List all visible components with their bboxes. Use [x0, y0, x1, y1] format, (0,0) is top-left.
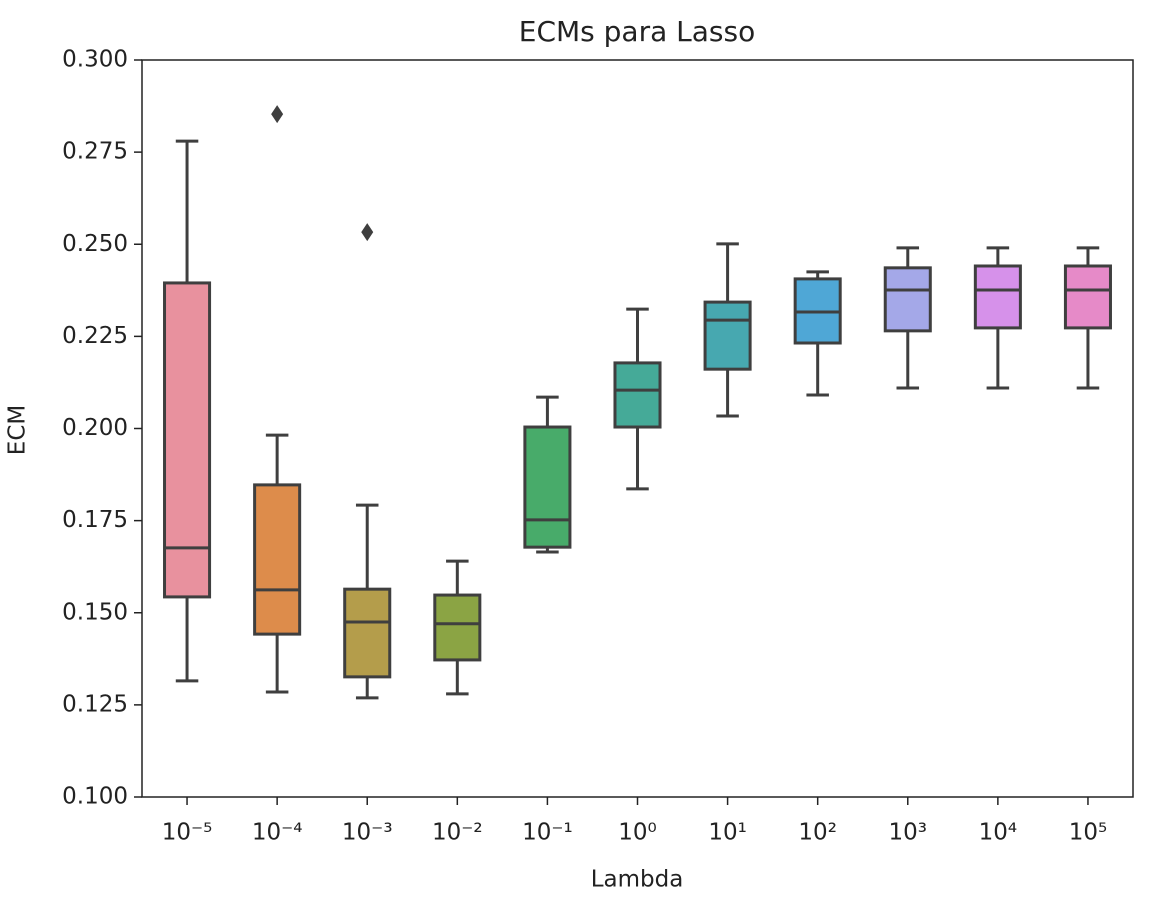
box — [883, 266, 932, 333]
plot-frame — [141, 59, 1134, 798]
x-tick-label: 10³ — [889, 820, 928, 846]
box — [613, 361, 662, 429]
x-tick-label: 10⁵ — [1069, 820, 1108, 846]
x-tick-label: 10⁴ — [979, 820, 1018, 846]
y-tick-label: 0.100 — [62, 784, 128, 810]
outlier — [271, 105, 284, 124]
x-tick-label: 10² — [798, 820, 837, 846]
x-tick-label: 10⁻⁴ — [252, 820, 303, 846]
box — [703, 300, 752, 371]
y-axis-label: ECM — [5, 405, 31, 455]
x-axis-label: Lambda — [591, 867, 684, 893]
x-tick-label: 10¹ — [708, 820, 747, 846]
box — [433, 593, 482, 662]
y-tick-label: 0.175 — [62, 507, 128, 533]
y-tick-label: 0.250 — [62, 231, 128, 257]
x-tick-label: 10⁻³ — [342, 820, 393, 846]
box — [1063, 264, 1112, 330]
chart-title: ECMs para Lasso — [519, 15, 755, 48]
x-tick-label: 10⁻¹ — [522, 820, 573, 846]
y-tick-label: 0.275 — [62, 139, 128, 165]
y-tick-label: 0.150 — [62, 599, 128, 625]
x-tick-label: 10⁻² — [432, 820, 483, 846]
x-tick-label: 10⁰ — [618, 820, 657, 846]
box — [163, 281, 212, 599]
box — [523, 425, 572, 549]
y-tick-label: 0.225 — [62, 323, 128, 349]
x-tick-label: 10⁻⁵ — [162, 820, 213, 846]
y-tick-label: 0.125 — [62, 691, 128, 717]
outlier — [361, 223, 374, 242]
y-tick-label: 0.300 — [62, 47, 128, 73]
box — [253, 483, 302, 636]
box — [973, 264, 1022, 330]
y-tick-label: 0.200 — [62, 415, 128, 441]
box — [343, 587, 392, 679]
